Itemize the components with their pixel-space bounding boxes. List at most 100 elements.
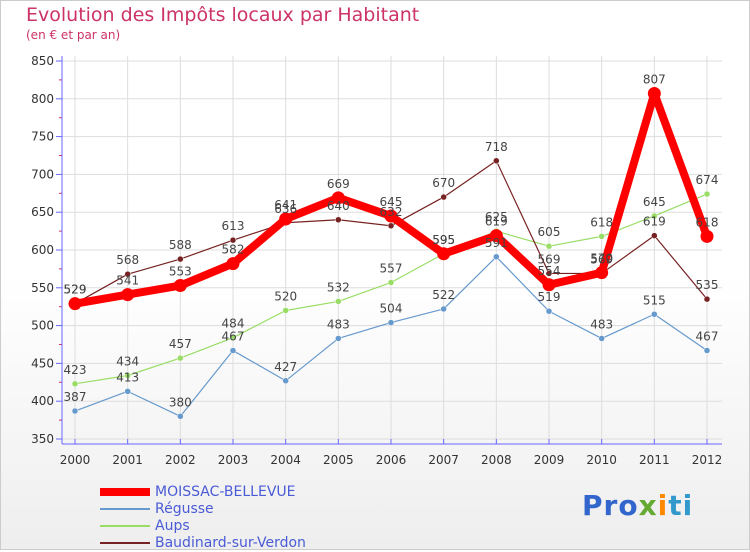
data-label: 636 bbox=[274, 202, 297, 216]
legend-swatch-regusse bbox=[100, 508, 150, 510]
data-label: 613 bbox=[222, 219, 245, 233]
data-label: 532 bbox=[327, 280, 350, 294]
data-point bbox=[703, 295, 711, 303]
data-label: 588 bbox=[169, 238, 192, 252]
data-label: 625 bbox=[485, 210, 508, 224]
data-point bbox=[173, 279, 187, 293]
data-label: 674 bbox=[696, 173, 719, 187]
data-point bbox=[282, 377, 289, 385]
data-label: 427 bbox=[274, 360, 297, 374]
x-tick-label: 2001 bbox=[112, 453, 143, 467]
data-label: 504 bbox=[380, 302, 403, 316]
data-point bbox=[279, 212, 293, 226]
data-point bbox=[440, 193, 447, 201]
x-tick-label: 2005 bbox=[323, 453, 354, 467]
proxiti-logo: Proxiti bbox=[582, 489, 694, 522]
data-point bbox=[387, 319, 395, 326]
data-point bbox=[229, 236, 237, 244]
x-tick-label: 2012 bbox=[692, 453, 723, 467]
data-label: 645 bbox=[643, 195, 666, 209]
data-label: 467 bbox=[222, 330, 245, 344]
data-label: 569 bbox=[590, 252, 613, 266]
data-point bbox=[387, 222, 395, 230]
data-label: 618 bbox=[590, 215, 613, 229]
y-tick-label: 850 bbox=[31, 54, 54, 68]
data-label: 591 bbox=[485, 236, 508, 250]
data-point bbox=[124, 388, 131, 395]
data-label: 380 bbox=[169, 395, 192, 409]
legend-label-regusse: Régusse bbox=[155, 501, 214, 517]
data-label: 529 bbox=[64, 283, 87, 297]
data-label: 669 bbox=[327, 177, 350, 191]
data-label: 645 bbox=[380, 195, 403, 209]
data-label: 553 bbox=[169, 265, 192, 279]
data-label: 807 bbox=[643, 73, 666, 87]
data-point bbox=[545, 270, 553, 277]
data-point bbox=[335, 335, 342, 342]
legend-swatch-baudinard bbox=[100, 542, 150, 544]
data-label: 632 bbox=[380, 205, 403, 219]
data-point bbox=[71, 380, 79, 388]
y-tick-label: 450 bbox=[31, 356, 54, 370]
data-label: 582 bbox=[222, 243, 245, 257]
y-tick-label: 800 bbox=[31, 92, 54, 106]
data-label: 535 bbox=[696, 278, 719, 292]
data-point bbox=[68, 297, 82, 311]
data-point bbox=[651, 311, 658, 318]
data-point bbox=[651, 212, 658, 220]
data-point bbox=[282, 307, 289, 314]
data-point bbox=[229, 347, 237, 354]
data-label: 520 bbox=[274, 289, 297, 303]
data-point bbox=[651, 232, 658, 239]
data-point bbox=[177, 354, 184, 362]
data-point bbox=[226, 257, 240, 271]
data-point bbox=[124, 270, 131, 278]
x-tick-label: 2009 bbox=[534, 453, 565, 467]
data-label: 484 bbox=[222, 317, 245, 331]
data-point bbox=[493, 253, 500, 261]
y-tick-label: 750 bbox=[31, 130, 54, 144]
axes: 350 400 450 500 550 600 650 700 750 800 850 2000 200… bbox=[31, 54, 722, 467]
data-point bbox=[177, 413, 184, 420]
data-point bbox=[700, 229, 714, 243]
data-label: 467 bbox=[696, 330, 719, 344]
data-label: 457 bbox=[169, 337, 192, 351]
y-tick-label: 400 bbox=[31, 394, 54, 408]
data-label: 529 bbox=[64, 283, 87, 297]
y-tick-label: 350 bbox=[31, 432, 54, 446]
data-label: 387 bbox=[64, 390, 87, 404]
data-label: 570 bbox=[590, 252, 613, 266]
data-point bbox=[437, 247, 451, 261]
data-label: 618 bbox=[696, 215, 719, 229]
data-labels: 3874133804674274835045225915194835154674… bbox=[64, 73, 719, 410]
x-tick-label: 2004 bbox=[270, 453, 301, 467]
data-label: 515 bbox=[643, 293, 666, 307]
data-point bbox=[489, 229, 503, 243]
data-label: 413 bbox=[116, 370, 139, 384]
data-label: 595 bbox=[432, 233, 455, 247]
legend-label-baudinard: Baudinard-sur-Verdon bbox=[155, 535, 306, 551]
legend-label-aups: Aups bbox=[155, 518, 190, 534]
chart-title: Evolution des Impôts locaux par Habitant bbox=[26, 4, 420, 26]
data-point bbox=[545, 307, 553, 315]
y-tick-label: 700 bbox=[31, 167, 54, 181]
data-point bbox=[545, 242, 553, 250]
data-point bbox=[440, 305, 447, 313]
data-point bbox=[703, 190, 711, 198]
data-point bbox=[229, 334, 237, 341]
data-label: 483 bbox=[590, 317, 613, 331]
data-label: 569 bbox=[538, 252, 561, 266]
data-point bbox=[542, 278, 556, 292]
x-tick-label: 2011 bbox=[639, 453, 670, 467]
data-label: 718 bbox=[485, 140, 508, 154]
data-label: 541 bbox=[116, 274, 139, 288]
data-point bbox=[121, 288, 135, 302]
data-label: 595 bbox=[432, 233, 455, 247]
legend-label-moissac: MOISSAC-BELLEVUE bbox=[155, 484, 296, 500]
series-lines bbox=[68, 87, 714, 420]
data-point bbox=[71, 407, 79, 415]
y-tick-label: 600 bbox=[31, 243, 54, 257]
data-point bbox=[335, 216, 342, 224]
x-tick-label: 2006 bbox=[376, 453, 407, 467]
